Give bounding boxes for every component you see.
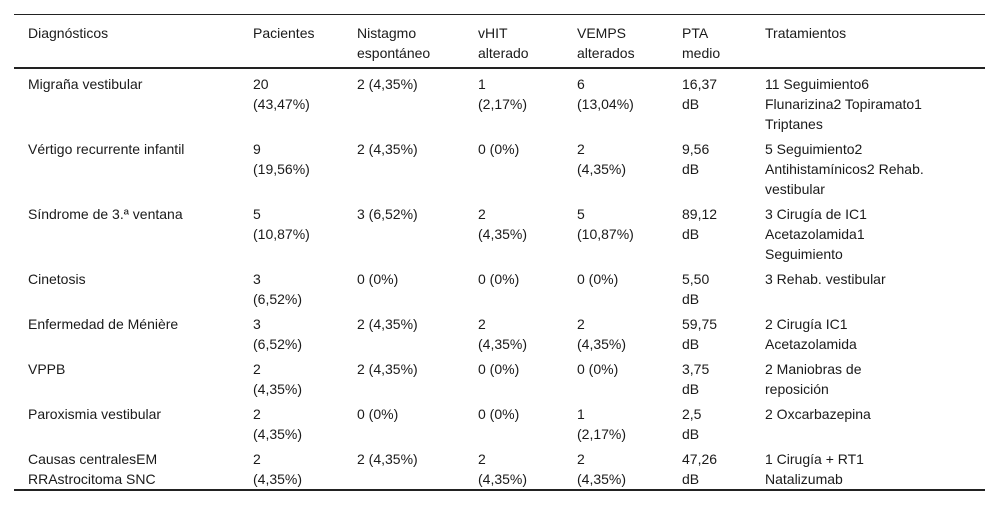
cell-diagnosis: Causas centralesEM RRAstrocitoma SNC	[28, 451, 158, 487]
cell-pta: 3,75 dB	[682, 361, 710, 397]
cell-vemps: 2 (4,35%)	[577, 316, 627, 352]
table-row-vppb: VPPB 2 (4,35%) 2 (4,35%) 0 (0%) 0 (0%) 3…	[14, 354, 985, 399]
cell-pta: 16,37 dB	[682, 76, 718, 112]
cell-patients: 20 (43,47%)	[253, 76, 310, 112]
col-header-tratamientos: Tratamientos	[765, 14, 985, 69]
cell-vhit: 0 (0%)	[478, 141, 520, 157]
diagnoses-table: Diagnósticos Pacientes Nistagmo espontán…	[14, 14, 985, 491]
cell-patients: 9 (19,56%)	[253, 141, 310, 177]
cell-diagnosis: Vértigo recurrente infantil	[28, 141, 185, 157]
cell-diagnosis: Migraña vestibular	[28, 76, 143, 92]
col-header-nistagmo-espontaneo: Nistagmo espontáneo	[357, 14, 478, 69]
cell-patients: 3 (6,52%)	[253, 316, 303, 352]
cell-diagnosis: Cinetosis	[28, 271, 86, 287]
cell-nystagmus: 2 (4,35%)	[357, 316, 418, 332]
cell-patients: 2 (4,35%)	[253, 451, 303, 487]
cell-nystagmus: 2 (4,35%)	[357, 76, 418, 92]
cell-vhit: 0 (0%)	[478, 361, 520, 377]
col-header-vhit-alterado: vHIT alterado	[478, 14, 577, 69]
cell-nystagmus: 0 (0%)	[357, 406, 399, 422]
cell-vemps: 1 (2,17%)	[577, 406, 627, 442]
cell-patients: 5 (10,87%)	[253, 206, 310, 242]
cell-vemps: 2 (4,35%)	[577, 141, 627, 177]
cell-treatments: 1 Cirugía + RT1 Natalizumab	[765, 451, 864, 487]
cell-vhit: 0 (0%)	[478, 406, 520, 422]
cell-vhit: 2 (4,35%)	[478, 451, 528, 487]
cell-vhit: 2 (4,35%)	[478, 316, 528, 352]
col-header-vemps-alterados: VEMPS alterados	[577, 14, 682, 69]
col-header-diagnosticos: Diagnósticos	[14, 14, 253, 69]
cell-vemps: 5 (10,87%)	[577, 206, 634, 242]
table-row-migrana-vestibular: Migraña vestibular 20 (43,47%) 2 (4,35%)…	[14, 68, 985, 134]
cell-vemps: 0 (0%)	[577, 271, 619, 287]
table-row-cinetosis: Cinetosis 3 (6,52%) 0 (0%) 0 (0%) 0 (0%)…	[14, 264, 985, 309]
cell-nystagmus: 2 (4,35%)	[357, 361, 418, 377]
cell-nystagmus: 0 (0%)	[357, 271, 399, 287]
cell-patients: 2 (4,35%)	[253, 406, 303, 442]
cell-treatments: 5 Seguimiento2 Antihistamínicos2 Rehab. …	[765, 141, 924, 197]
col-header-pta-medio: PTA medio	[682, 14, 765, 69]
table-header: Diagnósticos Pacientes Nistagmo espontán…	[14, 14, 985, 69]
cell-pta: 9,56 dB	[682, 141, 710, 177]
cell-nystagmus: 2 (4,35%)	[357, 141, 418, 157]
cell-treatments: 2 Oxcarbazepina	[765, 406, 871, 422]
cell-treatments: 11 Seguimiento6 Flunarizina2 Topiramato1…	[765, 76, 922, 132]
cell-pta: 59,75 dB	[682, 316, 718, 352]
cell-treatments: 2 Cirugía IC1 Acetazolamida	[765, 316, 857, 352]
cell-nystagmus: 3 (6,52%)	[357, 206, 418, 222]
cell-pta: 5,50 dB	[682, 271, 710, 307]
cell-vhit: 1 (2,17%)	[478, 76, 528, 112]
cell-vhit: 2 (4,35%)	[478, 206, 528, 242]
header-row: Diagnósticos Pacientes Nistagmo espontán…	[14, 14, 985, 69]
cell-vemps: 0 (0%)	[577, 361, 619, 377]
cell-pta: 89,12 dB	[682, 206, 718, 242]
cell-diagnosis: Paroxismia vestibular	[28, 406, 162, 422]
cell-diagnosis: Enfermedad de Ménière	[28, 316, 179, 332]
table-row-sindrome-tercera-ventana: Síndrome de 3.ª ventana 5 (10,87%) 3 (6,…	[14, 199, 985, 264]
table-row-causas-centrales: Causas centralesEM RRAstrocitoma SNC 2 (…	[14, 444, 985, 490]
cell-vhit: 0 (0%)	[478, 271, 520, 287]
cell-patients: 3 (6,52%)	[253, 271, 303, 307]
cell-pta: 47,26 dB	[682, 451, 718, 487]
cell-treatments: 3 Rehab. vestibular	[765, 271, 886, 287]
cell-treatments: 2 Maniobras de reposición	[765, 361, 862, 397]
cell-diagnosis: Síndrome de 3.ª ventana	[28, 206, 183, 222]
cell-vemps: 6 (13,04%)	[577, 76, 634, 112]
table-row-vertigo-recurrente-infantil: Vértigo recurrente infantil 9 (19,56%) 2…	[14, 134, 985, 199]
cell-vemps: 2 (4,35%)	[577, 451, 627, 487]
cell-treatments: 3 Cirugía de IC1 Acetazolamida1 Seguimie…	[765, 206, 867, 262]
table-row-paroxismia-vestibular: Paroxismia vestibular 2 (4,35%) 0 (0%) 0…	[14, 399, 985, 444]
table-row-enfermedad-de-meniere: Enfermedad de Ménière 3 (6,52%) 2 (4,35%…	[14, 309, 985, 354]
col-header-pacientes: Pacientes	[253, 14, 357, 69]
cell-pta: 2,5 dB	[682, 406, 702, 442]
cell-diagnosis: VPPB	[28, 361, 66, 377]
cell-patients: 2 (4,35%)	[253, 361, 303, 397]
table-body: Migraña vestibular 20 (43,47%) 2 (4,35%)…	[14, 68, 985, 490]
cell-nystagmus: 2 (4,35%)	[357, 451, 418, 467]
